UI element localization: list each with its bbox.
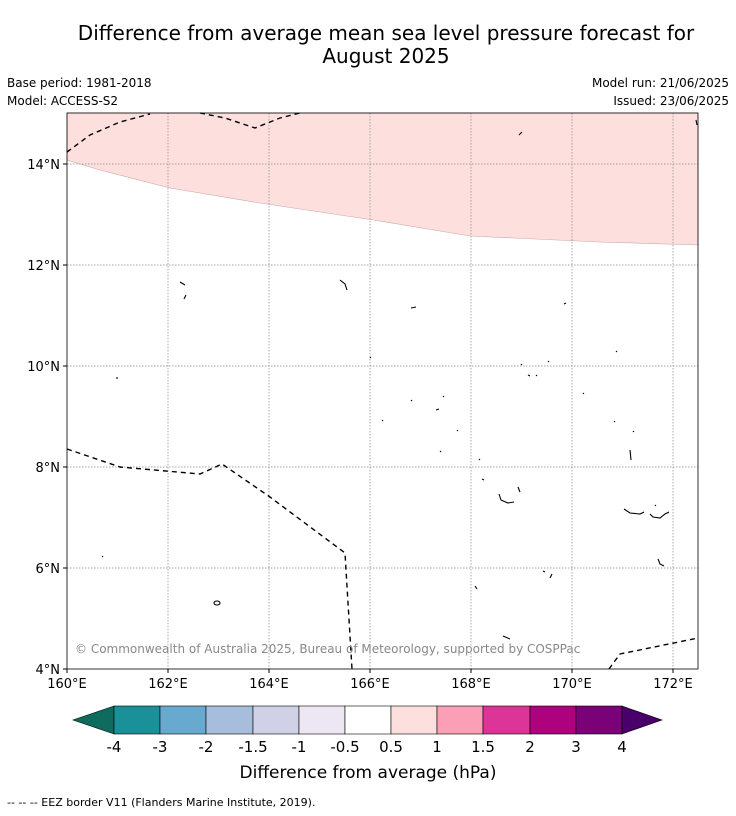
colorbar-bin <box>482 705 531 735</box>
colorbar-label: -1.5 <box>238 738 267 756</box>
colorbar-label: 3 <box>571 738 581 756</box>
colorbar-label: 2 <box>525 738 535 756</box>
model-name: Model: ACCESS-S2 <box>7 94 119 108</box>
lon-label: 166°E <box>350 677 390 692</box>
colorbar-label: -4 <box>107 738 122 756</box>
colorbar-bin <box>205 705 254 735</box>
lon-label: 164°E <box>249 677 289 692</box>
copyright-notice: © Commonwealth of Australia 2025, Bureau… <box>75 642 580 656</box>
colorbar-label: -0.5 <box>330 738 359 756</box>
lon-axis: 160°E 162°E 164°E 166°E 168°E 170°E 172°… <box>47 677 693 692</box>
colorbar-bin <box>298 705 346 735</box>
model-run-date: Model run: 21/06/2025 <box>591 76 729 90</box>
issued-date: Issued: 23/06/2025 <box>613 94 729 108</box>
map-frame <box>66 112 699 670</box>
colorbar-bin <box>436 705 484 735</box>
lon-label: 172°E <box>653 677 693 692</box>
lat-label: 12°N <box>27 259 60 274</box>
colorbar-label: 4 <box>617 738 627 756</box>
lon-label: 170°E <box>552 677 592 692</box>
lon-label: 160°E <box>47 677 87 692</box>
eez-legend-note: -- -- -- EEZ border V11 (Flanders Marine… <box>7 796 316 809</box>
colorbar-labels: -4 -3 -2 -1.5 -1 -0.5 0.5 1 1.5 2 3 4 <box>107 738 627 756</box>
run-info-right: Model run: 21/06/2025 Issued: 23/06/2025 <box>592 74 729 110</box>
colorbar-label: -3 <box>153 738 168 756</box>
colorbar-bin <box>159 705 207 735</box>
lon-label: 162°E <box>148 677 188 692</box>
lat-label: 10°N <box>27 360 60 375</box>
base-period: Base period: 1981-2018 <box>7 76 152 90</box>
colorbar-label: -2 <box>199 738 214 756</box>
colorbar-bin <box>113 705 161 735</box>
colorbar-bin <box>390 705 438 735</box>
lat-label: 6°N <box>36 562 61 577</box>
title-line-1: Difference from average mean sea level p… <box>77 21 695 45</box>
colorbar-label: 1.5 <box>471 738 495 756</box>
eez-borders <box>66 112 699 670</box>
colorbar <box>72 705 663 735</box>
colorbar-label: 1 <box>432 738 442 756</box>
lon-label: 168°E <box>451 677 491 692</box>
colorbar-bin <box>529 705 577 735</box>
chart-title: Difference from average mean sea level p… <box>0 22 736 68</box>
lat-label: 14°N <box>27 158 60 173</box>
lat-axis: 14°N 12°N 10°N 8°N 6°N 4°N <box>27 158 60 678</box>
lat-label: 4°N <box>36 663 61 678</box>
gridlines <box>67 113 698 669</box>
positive-anomaly-region <box>66 112 699 246</box>
colorbar-title: Difference from average (hPa) <box>240 763 497 783</box>
colorbar-bin <box>344 705 392 735</box>
title-line-2: August 2025 <box>322 44 450 68</box>
island-outlines <box>101 119 698 640</box>
colorbar-label: 0.5 <box>379 738 403 756</box>
colorbar-label: -1 <box>292 738 307 756</box>
colorbar-extend-low <box>72 705 115 735</box>
lat-label: 8°N <box>36 461 61 476</box>
colorbar-extend-high <box>621 705 663 735</box>
run-info-left: Base period: 1981-2018 Model: ACCESS-S2 <box>7 74 152 110</box>
axis-ticks <box>63 163 674 673</box>
colorbar-bin <box>575 705 623 735</box>
colorbar-bin <box>252 705 300 735</box>
